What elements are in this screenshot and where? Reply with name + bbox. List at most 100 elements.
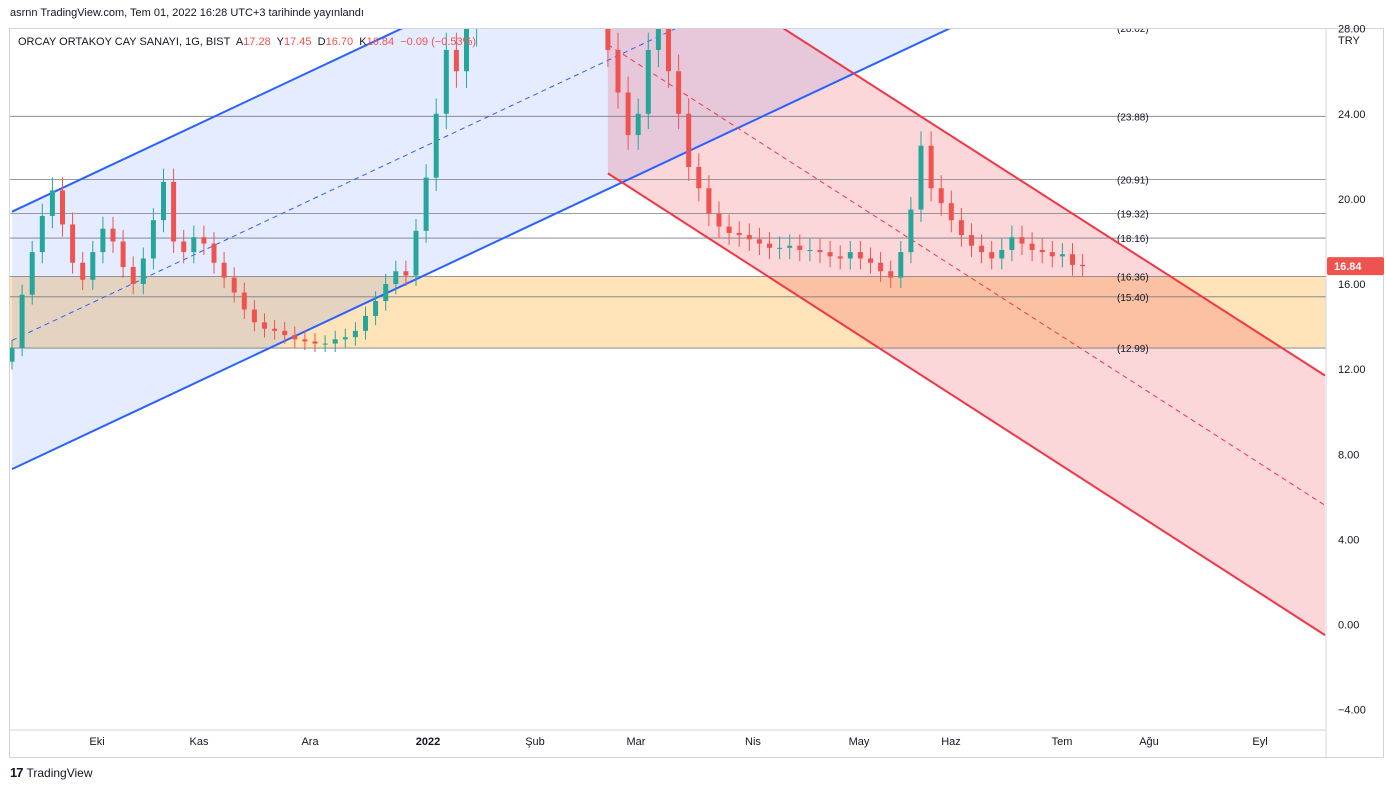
candle-body [140, 258, 146, 285]
y-tick-label: −8.00 [1338, 790, 1366, 791]
candle-body [736, 232, 742, 236]
candle-body [1070, 254, 1075, 265]
candle-body [948, 203, 954, 221]
candle-body [1059, 254, 1065, 257]
candle-body [60, 190, 65, 225]
candle-body [635, 113, 641, 136]
candle-body [282, 330, 288, 336]
level-label: (12.99) [1117, 344, 1149, 355]
candle-body [847, 252, 853, 259]
candle-body [443, 49, 449, 114]
candle-body [272, 328, 278, 331]
high-value: 17.45 [283, 36, 312, 48]
candle-body [10, 347, 15, 362]
candle-body [655, 29, 661, 50]
candle-body [181, 241, 187, 253]
footer-brand-label: TradingView [26, 765, 93, 780]
candle-body [70, 224, 76, 263]
candle-body [979, 245, 985, 253]
candle-body [1039, 249, 1045, 253]
candle-body [161, 181, 166, 221]
level-label: (16.36) [1117, 272, 1149, 283]
candle-body [1009, 237, 1015, 250]
candle-body [383, 284, 389, 302]
candle-body [100, 228, 106, 253]
candle-body [817, 249, 823, 253]
level-label: (28.02) [1117, 24, 1149, 35]
candle-body [373, 301, 379, 316]
x-tick-label: Şub [525, 736, 545, 748]
plot-area: (31.05)(28.02)(23.88)(20.91)(19.32)(18.1… [10, 0, 1326, 636]
price-axis-currency: TRY [1338, 35, 1360, 47]
candle-body [332, 339, 338, 344]
level-label: (15.40) [1117, 293, 1149, 304]
candle-body [1029, 243, 1035, 250]
candle-body [393, 271, 399, 285]
red-channel-fill [607, 29, 1325, 636]
close-label: K [359, 36, 367, 48]
candle-body [120, 241, 126, 267]
candle-body [484, 0, 489, 7]
level-label: (20.91) [1117, 176, 1149, 187]
candle-body [878, 262, 884, 272]
candle-body [928, 145, 934, 189]
candle-body [1019, 237, 1025, 244]
candle-body [1049, 252, 1055, 257]
candle-body [49, 190, 55, 216]
candle-body [958, 220, 964, 236]
close-value: 16.84 [366, 36, 395, 48]
candle-body [322, 343, 328, 345]
candle-body [645, 49, 651, 114]
x-tick-label: Eyl [1252, 736, 1267, 748]
candle-body [150, 220, 156, 259]
x-tick-label: Kas [190, 736, 209, 748]
red-channel-upper [782, 29, 1326, 377]
candle-body [80, 262, 86, 280]
change-value: −0.09 (−0.53%) [400, 36, 477, 48]
candle-body [231, 277, 237, 293]
footer-brand[interactable]: 17 TradingView [10, 765, 93, 780]
candle-body [787, 245, 793, 248]
candle-body [686, 113, 692, 167]
candle-body [797, 245, 803, 250]
candle-body [29, 252, 35, 295]
candle-body [221, 262, 227, 278]
candle-body [999, 249, 1005, 259]
y-tick-label: 28.00 [1338, 24, 1366, 36]
x-tick-label: May [849, 736, 870, 748]
candle-body [918, 145, 924, 210]
candle-body [433, 113, 439, 178]
candle-body [696, 166, 702, 189]
y-tick-label: 4.00 [1338, 534, 1359, 546]
x-tick-label: Mar [627, 736, 646, 748]
candle-body [888, 271, 894, 278]
candle-body [767, 243, 772, 248]
y-tick-label: 20.00 [1338, 194, 1366, 206]
candle-body [676, 71, 682, 114]
support-zone [10, 276, 1326, 349]
candle-body [706, 188, 712, 214]
candle-body [191, 237, 197, 253]
high-label: Y [276, 36, 284, 48]
y-tick-label: 16.00 [1338, 279, 1366, 291]
x-tick-label: Eki [89, 736, 104, 748]
candle-body [251, 309, 257, 323]
candle-body [837, 256, 843, 259]
level-label: (23.88) [1117, 112, 1149, 123]
open-label: A [235, 36, 244, 48]
candle-body [868, 258, 873, 263]
candle-body [171, 181, 177, 242]
candle-body [938, 188, 944, 204]
blue-channel-lower [11, 29, 951, 471]
candle-body [908, 209, 914, 253]
candle-body [211, 243, 217, 263]
candle-body [292, 335, 298, 340]
x-tick-label: Ara [301, 736, 319, 748]
candle-body [474, 7, 479, 28]
candle-body [807, 249, 813, 251]
candle-body [352, 330, 358, 338]
candle-body [989, 252, 995, 259]
candle-body [403, 271, 409, 276]
y-tick-label: −4.00 [1338, 705, 1366, 717]
